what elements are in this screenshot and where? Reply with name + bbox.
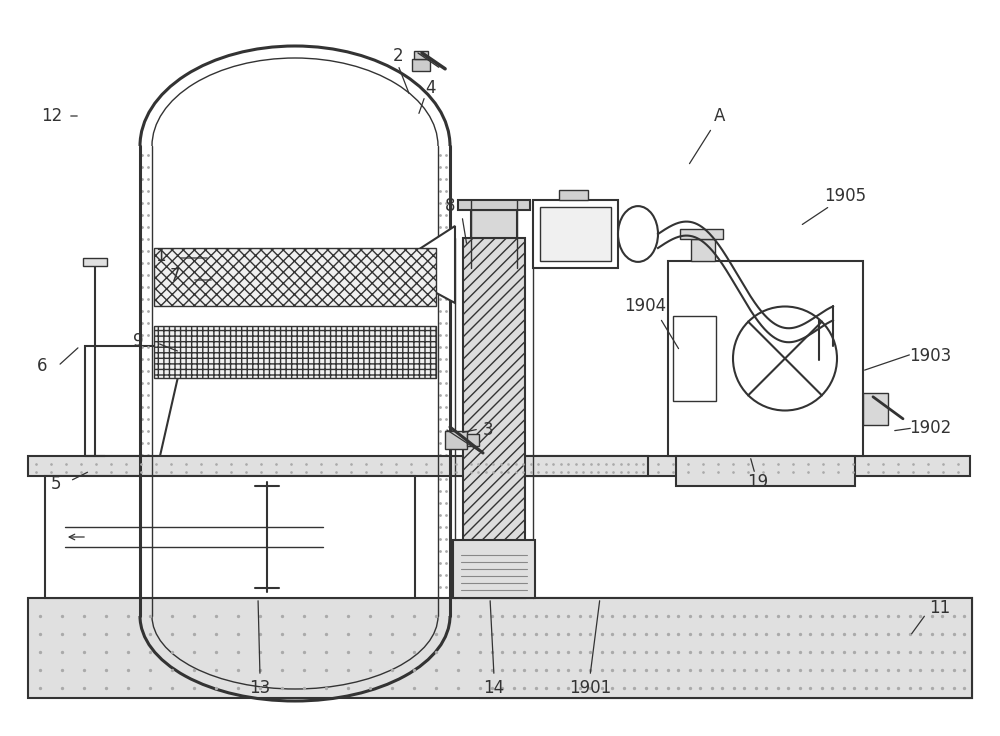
Text: 1905: 1905 — [824, 187, 866, 205]
Bar — [458, 200, 530, 210]
Text: 12: 12 — [41, 107, 63, 125]
Bar — [470, 456, 970, 476]
Bar — [445, 431, 467, 449]
Bar — [676, 456, 855, 486]
Text: 1901: 1901 — [569, 679, 611, 697]
Ellipse shape — [733, 306, 837, 411]
Text: 13: 13 — [249, 679, 271, 697]
Bar — [154, 326, 436, 378]
Bar — [412, 59, 430, 71]
Bar — [680, 229, 723, 239]
Text: 19: 19 — [747, 473, 769, 491]
Text: 11: 11 — [929, 599, 951, 617]
Bar — [471, 210, 517, 238]
Bar — [463, 238, 525, 598]
Bar — [467, 434, 479, 446]
Text: 6: 6 — [37, 357, 47, 375]
Bar — [28, 598, 972, 698]
Text: 4: 4 — [425, 79, 435, 97]
Bar — [28, 456, 648, 476]
Bar — [154, 248, 436, 306]
Text: 1903: 1903 — [909, 347, 951, 365]
Bar — [673, 316, 716, 401]
Bar — [45, 476, 415, 598]
Bar — [668, 261, 863, 456]
Text: 5: 5 — [51, 475, 61, 493]
Bar — [83, 258, 107, 266]
Bar — [540, 207, 611, 261]
Bar — [863, 393, 888, 425]
Text: 1902: 1902 — [909, 419, 951, 437]
Text: A: A — [714, 107, 726, 125]
Text: 7: 7 — [170, 267, 180, 285]
Text: 2: 2 — [393, 47, 403, 65]
Text: 3: 3 — [483, 421, 493, 439]
Text: 1: 1 — [155, 247, 165, 265]
Bar — [414, 51, 428, 59]
Bar — [533, 200, 618, 268]
Text: 9: 9 — [133, 332, 143, 350]
Text: 8: 8 — [445, 197, 455, 215]
Polygon shape — [85, 346, 185, 456]
Bar — [691, 239, 715, 261]
Bar — [558, 190, 588, 200]
Text: 1904: 1904 — [624, 297, 666, 315]
Bar — [480, 598, 972, 698]
Polygon shape — [390, 226, 455, 303]
Bar — [453, 540, 535, 598]
Ellipse shape — [618, 206, 658, 262]
Text: 14: 14 — [483, 679, 505, 697]
